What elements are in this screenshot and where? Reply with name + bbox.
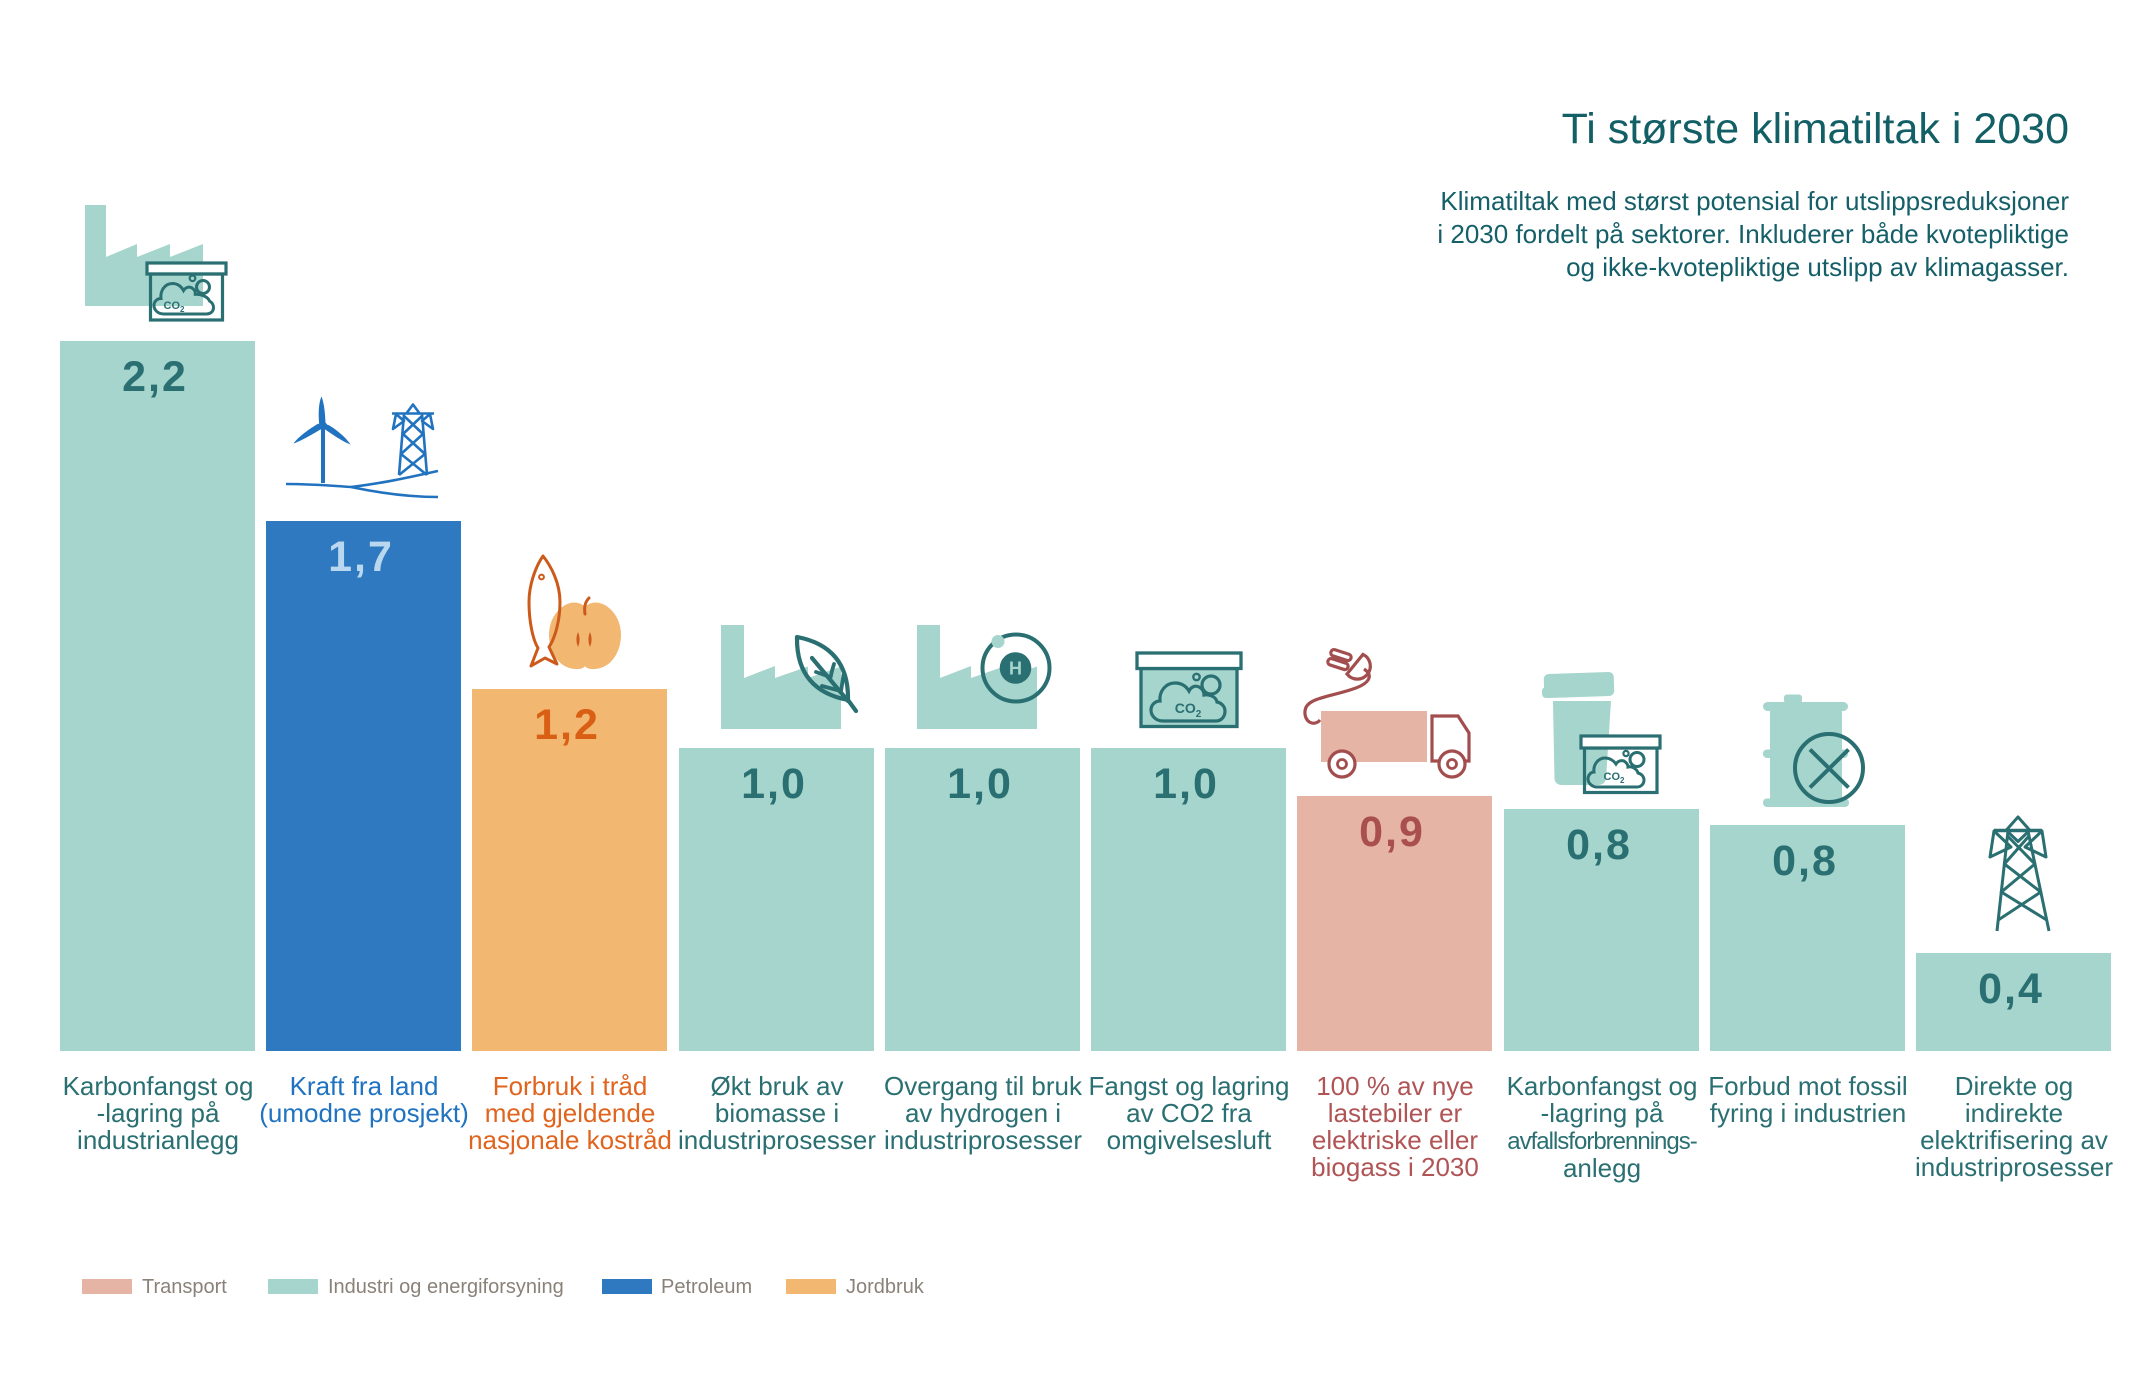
svg-text:CO2: CO2 <box>164 300 186 314</box>
svg-text:CO2: CO2 <box>1175 700 1202 720</box>
svg-text:CO2: CO2 <box>1604 771 1626 785</box>
svg-text:H: H <box>1009 659 1022 679</box>
